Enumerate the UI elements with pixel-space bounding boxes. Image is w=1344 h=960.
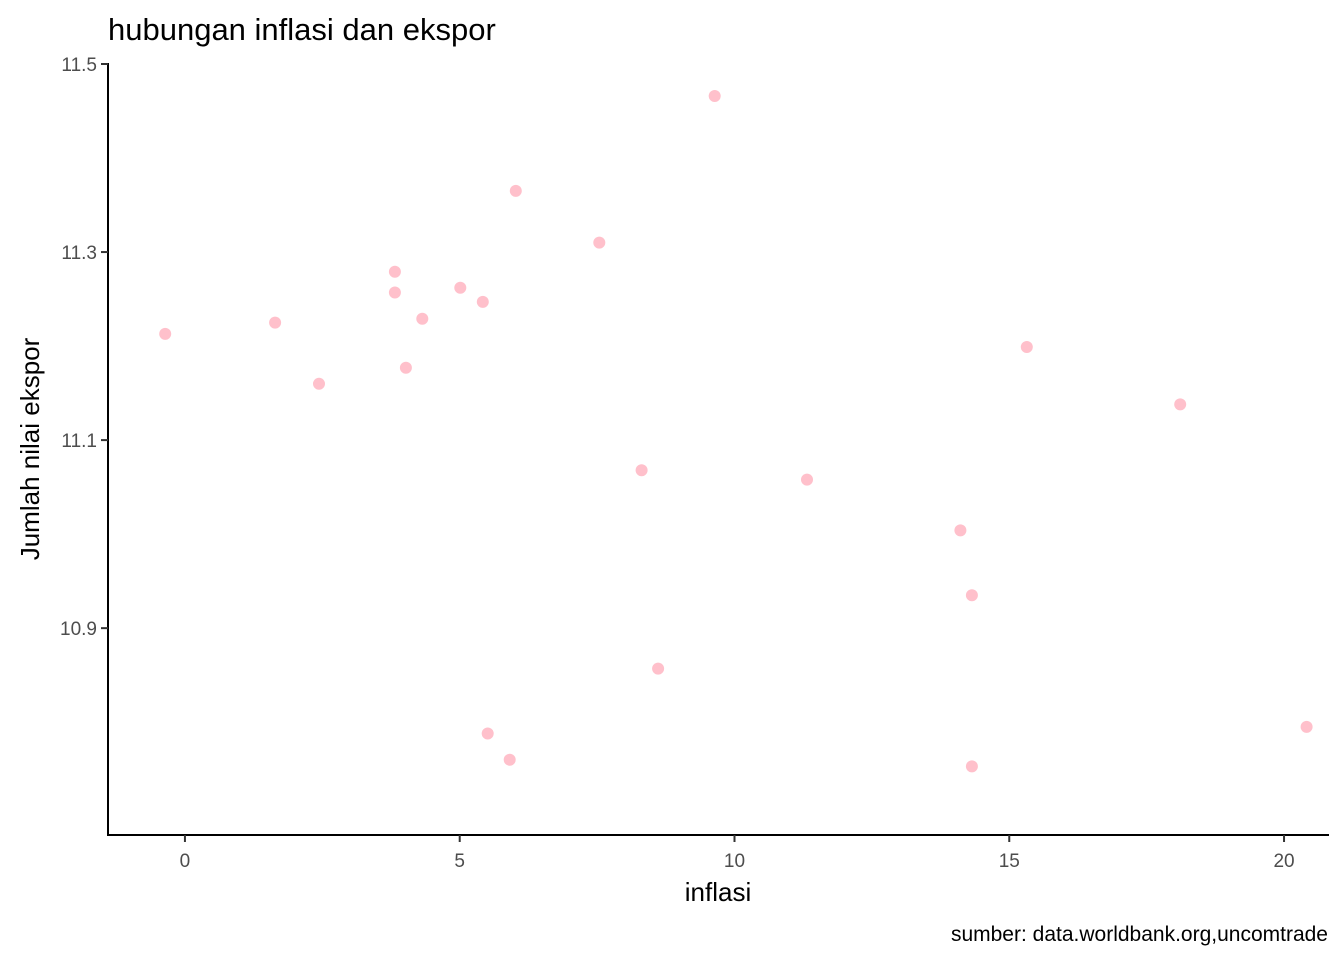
data-point bbox=[159, 327, 172, 340]
data-point bbox=[269, 316, 282, 329]
data-point bbox=[652, 662, 665, 675]
data-point bbox=[1300, 720, 1313, 733]
x-axis-title: inflasi bbox=[685, 877, 751, 907]
data-point bbox=[954, 524, 967, 537]
data-point bbox=[965, 589, 978, 602]
data-point bbox=[965, 760, 978, 773]
y-axis-title: Jumlah nilai ekspor bbox=[15, 337, 45, 560]
x-tick-label: 0 bbox=[180, 851, 191, 872]
data-point bbox=[399, 361, 412, 374]
data-point bbox=[509, 184, 522, 197]
data-point bbox=[1020, 341, 1033, 353]
source-caption: sumber: data.worldbank.org,uncomtrade bbox=[951, 923, 1328, 946]
data-point bbox=[454, 281, 467, 294]
y-tick-label: 11.5 bbox=[61, 55, 97, 76]
data-point bbox=[481, 727, 494, 740]
data-point bbox=[1174, 398, 1187, 411]
data-point bbox=[416, 312, 429, 325]
data-point bbox=[593, 236, 606, 249]
data-point bbox=[635, 464, 648, 477]
data-point bbox=[388, 286, 401, 299]
x-tick-label: 15 bbox=[999, 851, 1020, 872]
y-axis-ticks: 10.9 11.1 11.3 11.5 bbox=[60, 55, 108, 640]
data-point bbox=[476, 295, 489, 308]
data-point bbox=[313, 377, 325, 390]
data-point bbox=[801, 473, 813, 486]
data-point bbox=[708, 90, 721, 102]
data-point bbox=[503, 753, 516, 766]
x-axis-ticks: 0 5 10 15 20 bbox=[180, 835, 1295, 872]
y-tick-label: 11.3 bbox=[61, 243, 97, 264]
chart-title: hubungan inflasi dan ekspor bbox=[108, 12, 496, 47]
data-point bbox=[388, 265, 401, 278]
x-tick-label: 5 bbox=[454, 851, 465, 872]
x-tick-label: 20 bbox=[1273, 851, 1294, 872]
y-tick-label: 11.1 bbox=[61, 431, 97, 452]
data-points bbox=[159, 90, 1313, 773]
y-tick-label: 10.9 bbox=[60, 619, 97, 640]
x-tick-label: 10 bbox=[724, 851, 745, 872]
